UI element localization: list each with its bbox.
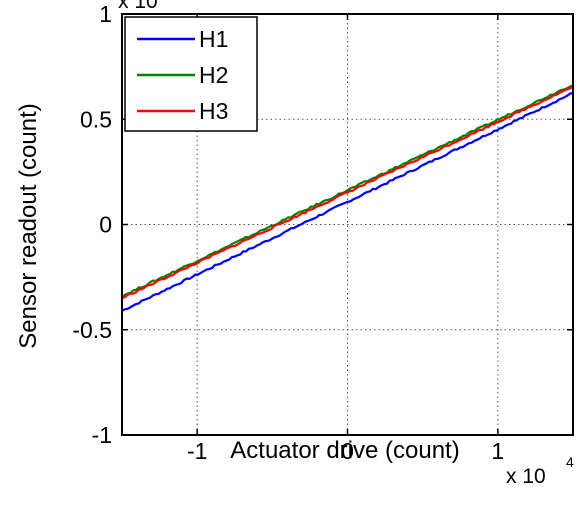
y-axis-multiplier: x 10 6 <box>118 0 158 13</box>
svg-text:4: 4 <box>566 454 574 470</box>
y-tick-label: -0.5 <box>72 317 112 343</box>
legend-label-h3: H3 <box>199 98 228 124</box>
series-line-h3 <box>121 85 574 300</box>
legend: H1 H2 H3 <box>124 16 258 132</box>
y-tick-label: 0 <box>99 212 112 238</box>
legend-label-h2: H2 <box>199 62 228 88</box>
y-tick-label: 1 <box>99 1 112 27</box>
y-tick-label: -1 <box>92 422 112 448</box>
y-axis-label: Sensor readout (count) <box>15 103 42 348</box>
series-line-h1 <box>121 91 574 312</box>
x-tick-label: -1 <box>187 438 207 464</box>
y-tick-label: 0.5 <box>80 106 112 132</box>
svg-text:x 10: x 10 <box>118 0 158 13</box>
series-lines <box>121 84 574 312</box>
svg-text:x 10: x 10 <box>506 465 546 488</box>
legend-label-h1: H1 <box>199 26 228 52</box>
series-line-h2 <box>121 84 574 298</box>
x-tick-label: 0 <box>341 438 354 464</box>
x-tick-label: 1 <box>491 438 504 464</box>
x-axis-label: Actuator drive (count) <box>230 437 459 464</box>
x-axis-multiplier: x 10 4 <box>506 454 574 488</box>
axis-ticks: -1 0 1 -1 -0.5 0 0.5 1 <box>72 1 573 464</box>
grid-lines <box>122 14 573 435</box>
